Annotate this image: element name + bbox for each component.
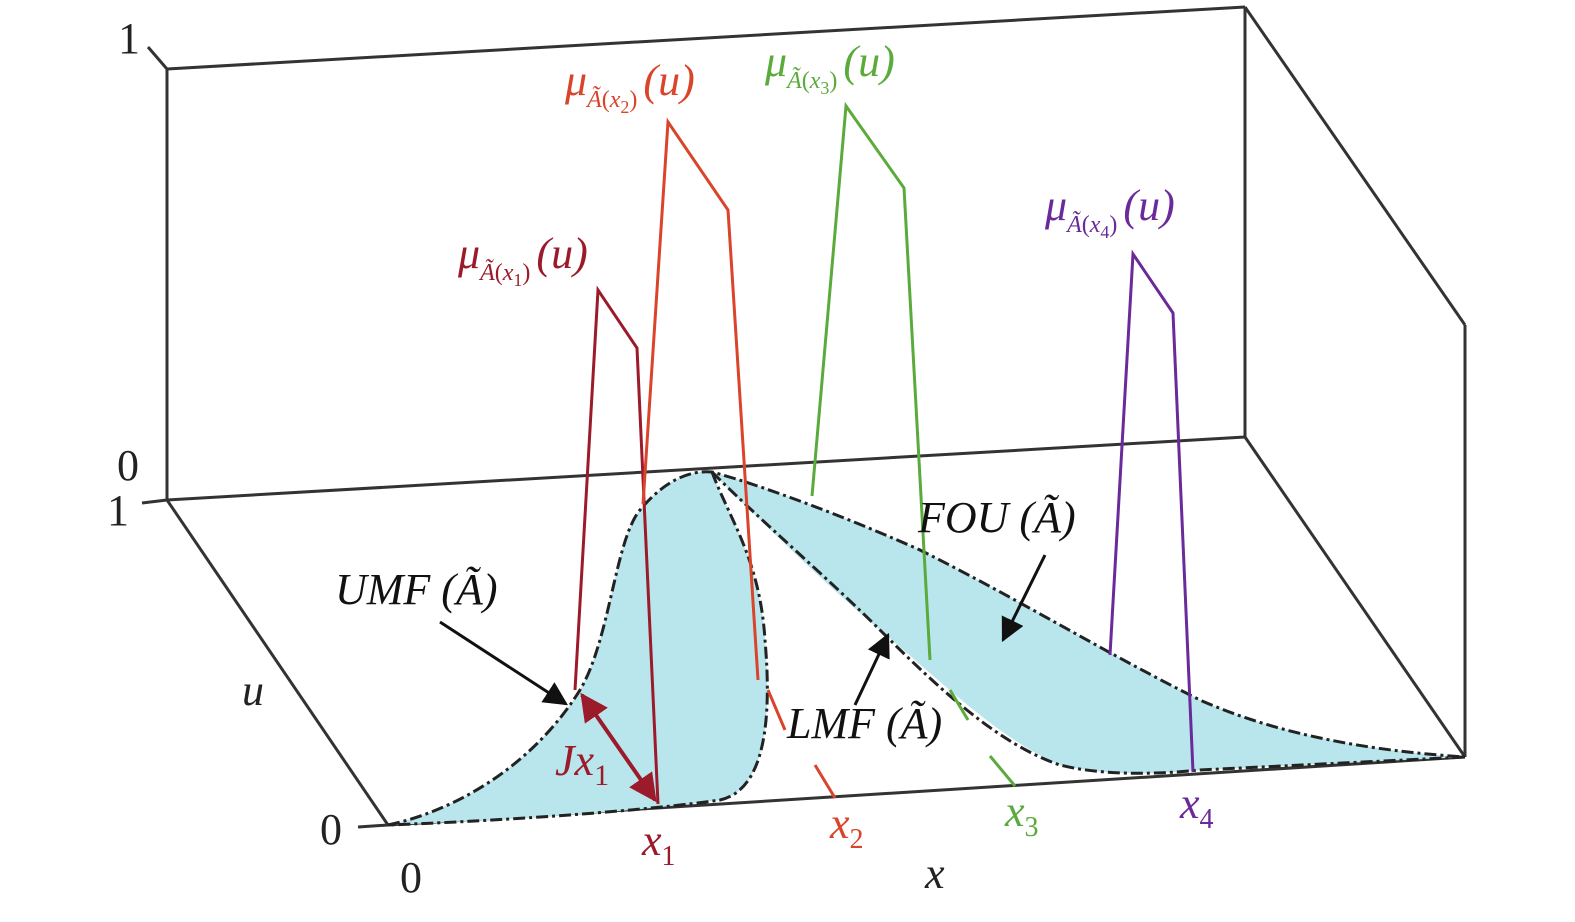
fou-arrow: [1001, 554, 1047, 643]
umf-arrow: [439, 620, 569, 706]
svg-text:x3: x3: [1004, 787, 1039, 843]
u-axis-0-label: 0: [320, 805, 342, 854]
frame-right-floor-depth: [1243, 436, 1467, 758]
fou-region: [387, 470, 1466, 827]
u-axis-1-label: 1: [107, 486, 129, 535]
fou-label: FOU (Ã): [917, 493, 1076, 542]
jx1-label: Jx1: [555, 736, 609, 792]
u-axis-line: [165, 499, 390, 826]
secondary-mf-x3: [810, 101, 1017, 787]
jx1-arrow: [580, 692, 657, 803]
frame-right-depth-top: [1243, 6, 1467, 326]
mu-label-x3: μÃ(x3) (u): [764, 37, 895, 98]
mu-label-x4: μÃ(x4) (u): [1044, 181, 1175, 242]
svg-text:μÃ(x1)(u): μÃ(x1) (u): [457, 229, 588, 290]
x-tick-x2: x2: [829, 799, 864, 855]
tick-u-top: [146, 46, 169, 70]
lmf-curve: [710, 470, 1466, 775]
x-tick-x1: x1: [641, 816, 676, 872]
u-top-0-label: 0: [117, 441, 139, 490]
tick-u-back0: [141, 498, 168, 505]
frame-back-floor: [166, 435, 1246, 502]
svg-text:μÃ(x4)(u): μÃ(x4) (u): [1044, 181, 1175, 242]
x-tick-x3: x3: [1004, 787, 1039, 843]
fou-fill: [388, 471, 1465, 825]
x-tick-x4: x4: [1179, 779, 1214, 835]
u-top-1-label: 1: [118, 14, 140, 63]
svg-text:Jx1: Jx1: [555, 736, 609, 792]
secondary-mf-x4: [1108, 249, 1195, 773]
secondary-mf-x2: [641, 117, 837, 799]
mu-label-x1: μÃ(x1) (u): [457, 229, 588, 290]
frame-top-back: [166, 5, 1246, 71]
frame-box: [141, 5, 1467, 829]
u-axis-name: u: [242, 666, 264, 715]
mu-label-x2: μÃ(x2) (u): [564, 56, 695, 117]
lmf-label: LMF (Ã): [786, 699, 942, 748]
svg-text:x2: x2: [829, 799, 864, 855]
tick-u-front0: [357, 823, 389, 829]
x-axis-name: x: [924, 849, 945, 898]
svg-text:x4: x4: [1179, 779, 1214, 835]
svg-text:μÃ(x3)(u): μÃ(x3) (u): [764, 37, 895, 98]
lmf-arrow: [853, 632, 890, 706]
svg-text:x1: x1: [641, 816, 676, 872]
umf-curve: [387, 470, 1466, 827]
umf-label: UMF (Ã): [335, 565, 498, 614]
secondary-mf-x1: [573, 285, 660, 805]
x-origin-label: 0: [400, 853, 422, 902]
svg-text:μÃ(x2)(u): μÃ(x2) (u): [564, 56, 695, 117]
